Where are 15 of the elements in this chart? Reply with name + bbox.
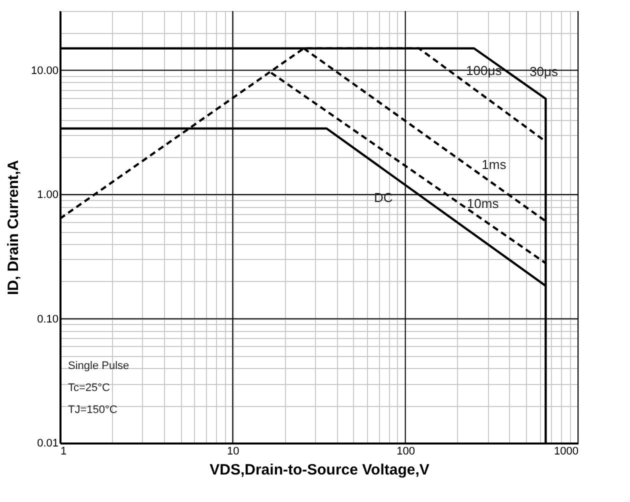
- x-tick-label: 100: [396, 446, 416, 458]
- y-tick-label: 0.01: [37, 438, 58, 450]
- x-tick-label: 10: [227, 446, 240, 458]
- y-tick-label: 0.10: [37, 313, 58, 326]
- x-tick-label: 1: [60, 446, 67, 458]
- x-tick-label: 1000: [554, 446, 578, 458]
- y-tick-label: 10.00: [30, 64, 58, 77]
- annotation: Single Pulse: [68, 360, 130, 372]
- series-label: 1ms: [482, 156, 507, 172]
- y-axis-title: ID, Drain Current,A: [4, 160, 22, 296]
- annotation: Tc=25°C: [68, 382, 110, 394]
- annotation: TJ=150°C: [68, 404, 118, 416]
- x-axis-title: VDS,Drain-to-Source Voltage,V: [210, 462, 430, 478]
- y-tick-label: 1.00: [37, 189, 58, 202]
- series-label: 10ms: [466, 196, 500, 211]
